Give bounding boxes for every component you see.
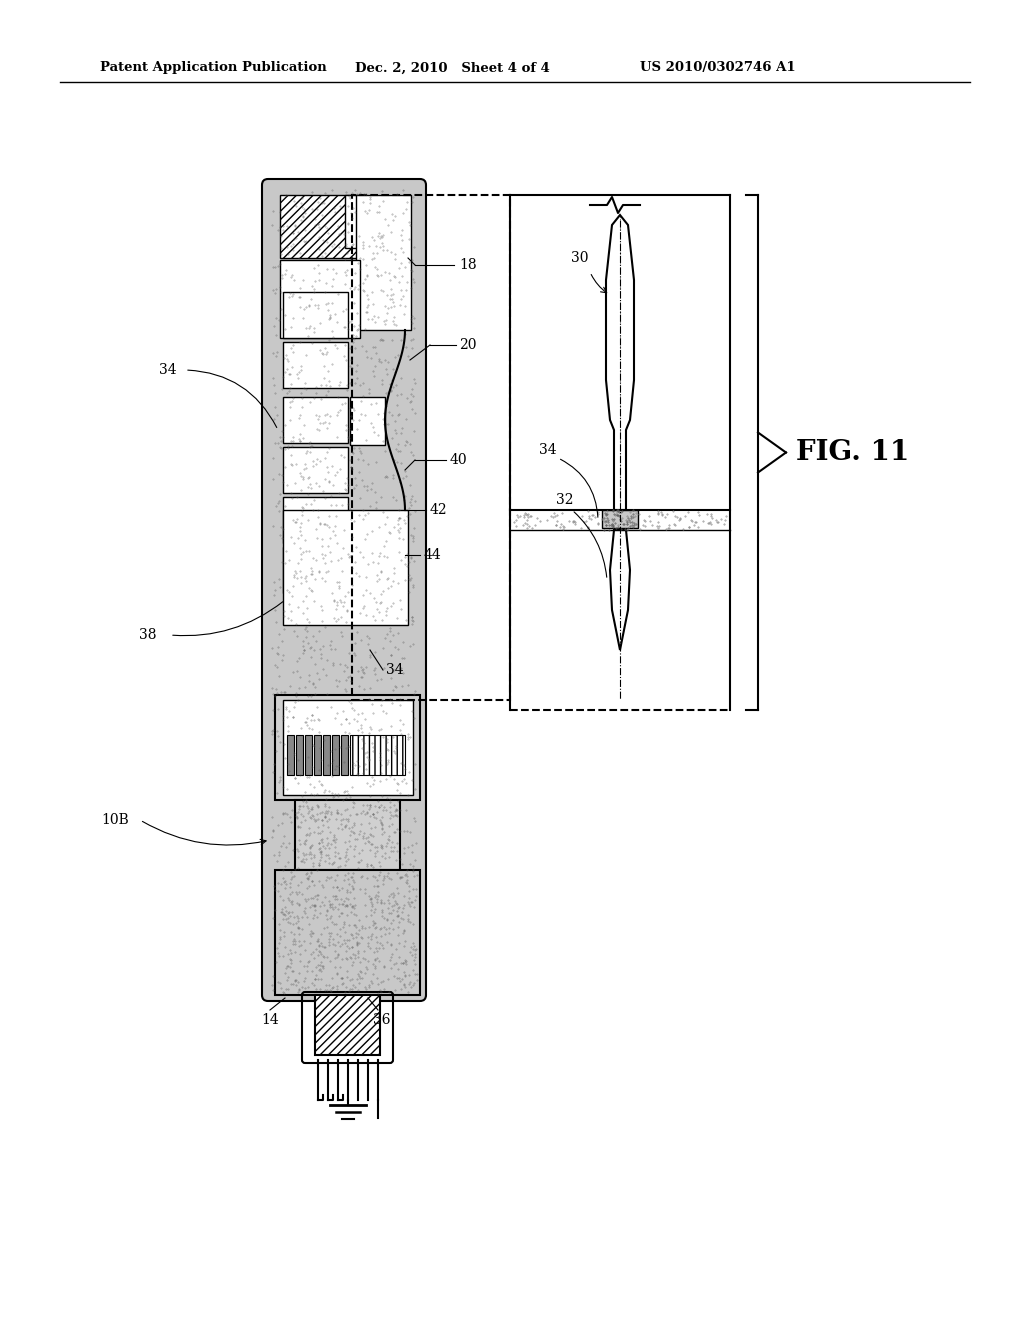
Text: 20: 20 — [459, 338, 477, 352]
Text: 34: 34 — [386, 663, 403, 677]
Bar — [283, 397, 348, 444]
Bar — [305, 735, 312, 775]
Text: 42: 42 — [429, 503, 446, 517]
Bar — [283, 700, 413, 795]
Text: 36: 36 — [374, 1012, 391, 1027]
Bar — [275, 870, 420, 995]
Bar — [283, 546, 348, 593]
Bar — [287, 735, 294, 775]
Text: US 2010/0302746 A1: US 2010/0302746 A1 — [640, 62, 796, 74]
Text: 34: 34 — [159, 363, 177, 378]
Polygon shape — [606, 215, 634, 510]
Text: Patent Application Publication: Patent Application Publication — [100, 62, 327, 74]
Text: 30: 30 — [571, 251, 589, 265]
Bar — [280, 260, 360, 338]
Bar — [295, 800, 400, 870]
Text: 32: 32 — [556, 492, 573, 507]
Text: 34: 34 — [540, 444, 557, 457]
Text: 38: 38 — [139, 628, 157, 642]
Text: FIG. 11: FIG. 11 — [796, 440, 909, 466]
Bar — [355, 550, 407, 620]
Bar — [315, 995, 380, 1055]
Text: 18: 18 — [459, 257, 477, 272]
Bar — [283, 498, 348, 543]
Text: 44: 44 — [423, 548, 441, 562]
Text: Dec. 2, 2010   Sheet 4 of 4: Dec. 2, 2010 Sheet 4 of 4 — [355, 62, 550, 74]
Bar — [350, 735, 406, 775]
Bar — [275, 696, 420, 800]
Bar — [323, 735, 330, 775]
Bar — [283, 447, 348, 492]
Bar — [283, 342, 348, 388]
Bar — [283, 292, 348, 338]
Text: 40: 40 — [450, 453, 467, 467]
Bar — [352, 195, 510, 700]
Polygon shape — [610, 531, 630, 649]
Bar — [314, 735, 321, 775]
Bar — [332, 735, 339, 775]
FancyBboxPatch shape — [262, 180, 426, 1001]
Bar — [602, 510, 638, 528]
Bar — [356, 195, 411, 330]
Text: 14: 14 — [261, 1012, 279, 1027]
Bar — [341, 735, 348, 775]
Bar — [350, 397, 385, 445]
Bar — [283, 510, 408, 624]
Bar — [345, 195, 362, 248]
Text: 10B: 10B — [101, 813, 129, 828]
Bar — [296, 735, 303, 775]
Bar — [280, 195, 360, 257]
